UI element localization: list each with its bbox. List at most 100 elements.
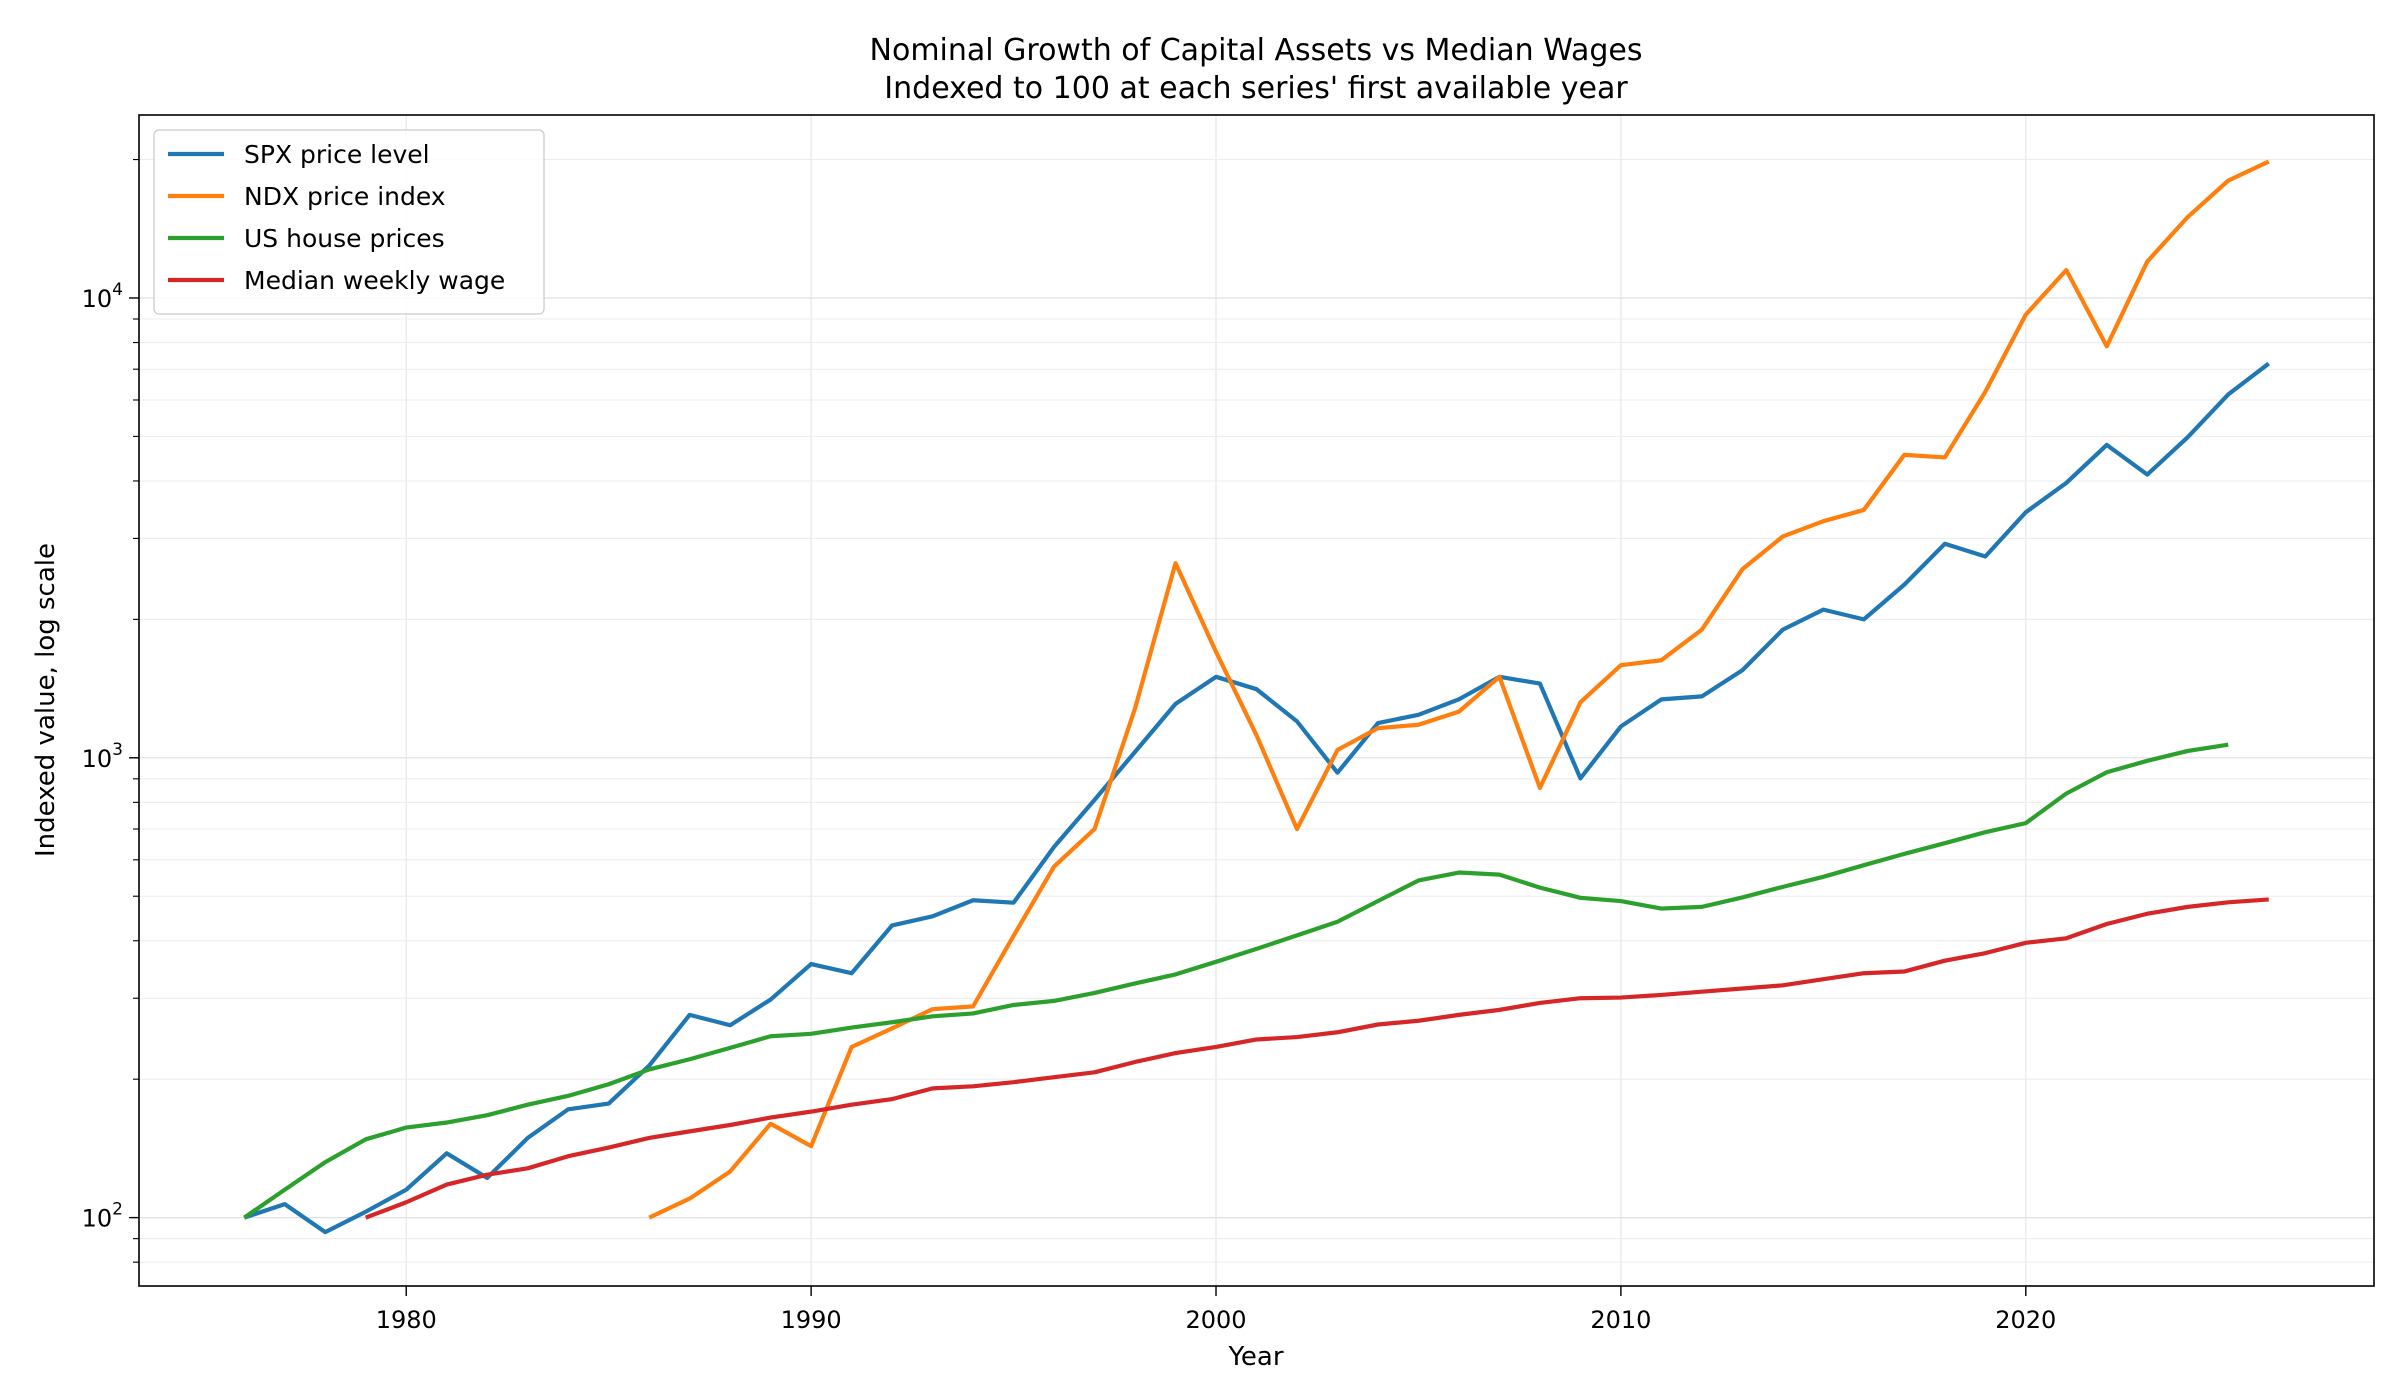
data-point: [1862, 617, 1866, 621]
data-point: [809, 1032, 813, 1036]
data-point: [971, 1011, 975, 1015]
data-point: [1902, 852, 1906, 856]
data-point: [1214, 960, 1218, 964]
data-point: [242, 1216, 246, 1220]
series-line-us-house-prices: [243, 742, 2229, 1220]
data-point: [2024, 941, 2028, 945]
data-point: [1943, 959, 1947, 963]
data-point: [2186, 215, 2190, 219]
data-point: [1821, 977, 1825, 981]
data-point: [1700, 990, 1704, 994]
data-point: [283, 1188, 287, 1192]
data-point: [1619, 724, 1623, 728]
data-point: [1254, 733, 1258, 737]
y-tick-label-exponent: 3: [112, 740, 123, 760]
data-point: [647, 1136, 651, 1140]
data-point: [850, 1045, 854, 1049]
data-point: [890, 1026, 894, 1030]
data-point: [1133, 706, 1137, 710]
data-point: [1295, 1035, 1299, 1039]
data-point: [850, 1025, 854, 1029]
data-point: [1659, 993, 1663, 997]
data-point: [1497, 873, 1501, 877]
data-point: [971, 898, 975, 902]
data-point: [1173, 1051, 1177, 1055]
data-point: [1659, 697, 1663, 701]
legend-box: [153, 129, 545, 315]
data-point: [1011, 1080, 1015, 1084]
y-tick-label: 102: [82, 1200, 123, 1233]
data-point: [2267, 361, 2271, 365]
y-tick-label-base: 10: [82, 1205, 113, 1233]
data-point: [1821, 875, 1825, 879]
data-point: [1416, 713, 1420, 717]
data-point: [2267, 159, 2271, 163]
data-point: [1740, 668, 1744, 672]
data-point: [1781, 983, 1785, 987]
data-point: [2145, 912, 2149, 916]
data-point: [1983, 830, 1987, 834]
data-point: [890, 923, 894, 927]
data-point: [1497, 675, 1501, 679]
data-point: [1821, 519, 1825, 523]
data-point: [404, 1125, 408, 1129]
data-point: [728, 1023, 732, 1027]
x-tick-label: 1990: [781, 1306, 842, 1334]
data-point: [1700, 694, 1704, 698]
data-point: [1335, 748, 1339, 752]
data-point: [930, 1086, 934, 1090]
data-point: [1254, 1037, 1258, 1041]
data-point: [1983, 390, 1987, 394]
data-point: [1700, 905, 1704, 909]
data-point: [809, 1110, 813, 1114]
data-point: [2024, 510, 2028, 514]
data-point: [1902, 453, 1906, 457]
data-point: [607, 1101, 611, 1105]
data-point: [1538, 786, 1542, 790]
data-point: [2145, 759, 2149, 763]
y-tick-label-exponent: 2: [112, 1200, 123, 1220]
data-point: [1983, 951, 1987, 955]
data-point: [2105, 443, 2109, 447]
data-point: [1740, 986, 1744, 990]
data-point: [2226, 392, 2230, 396]
data-point: [1173, 561, 1177, 565]
data-point: [1254, 947, 1258, 951]
y-axis-label: Indexed value, log scale: [31, 543, 61, 857]
data-point: [404, 1200, 408, 1204]
data-point: [526, 1103, 530, 1107]
data-point: [1254, 687, 1258, 691]
y-tick-label-base: 10: [82, 745, 113, 773]
data-point: [769, 1034, 773, 1038]
data-point: [1052, 864, 1056, 868]
legend-label: NDX price index: [244, 182, 446, 211]
y-tick-label-base: 10: [82, 285, 113, 313]
legend: SPX price level NDX price index US house p…: [153, 129, 545, 315]
chart-subtitle: Indexed to 100 at each series' first ava…: [884, 71, 1628, 106]
data-point: [1538, 681, 1542, 685]
series-line-spx-price-level: [243, 361, 2271, 1235]
data-point: [1416, 723, 1420, 727]
series-line-ndx-price-index: [648, 159, 2270, 1220]
data-point: [1133, 981, 1137, 985]
data-point: [1902, 583, 1906, 587]
series-ndx-price-index: [648, 159, 2271, 1220]
data-point: [1335, 1030, 1339, 1034]
data-point: [364, 1216, 368, 1220]
data-point: [2064, 791, 2068, 795]
data-point: [323, 1230, 327, 1234]
data-point: [1295, 719, 1299, 723]
data-point: [1457, 710, 1461, 714]
data-point: [728, 1123, 732, 1127]
x-tick-label: 2000: [1185, 1306, 1246, 1334]
x-tick-label: 1980: [376, 1306, 437, 1334]
data-point: [2024, 821, 2028, 825]
plot-frame: [138, 114, 2375, 1287]
data-point: [688, 1013, 692, 1017]
data-point: [850, 971, 854, 975]
x-tick-label: 2020: [1995, 1306, 2056, 1334]
data-point: [1376, 726, 1380, 730]
data-point: [445, 1120, 449, 1124]
